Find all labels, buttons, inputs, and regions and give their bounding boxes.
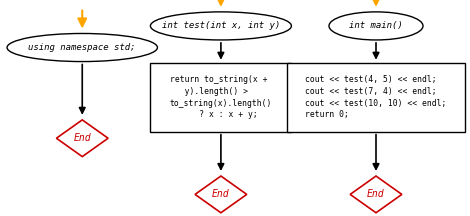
Text: cout << test(4, 5) << endl;
cout << test(7, 4) << endl;
cout << test(10, 10) << : cout << test(4, 5) << endl; cout << test… (306, 75, 446, 119)
Text: End: End (367, 189, 385, 199)
Ellipse shape (7, 33, 157, 62)
Text: int main(): int main() (349, 21, 403, 30)
Text: return to_string(x +
   y).length() >
to_string(x).length()
      ? x : x + y;: return to_string(x + y).length() > to_st… (170, 75, 272, 119)
Text: End: End (212, 189, 230, 199)
Polygon shape (195, 176, 247, 213)
Polygon shape (350, 176, 402, 213)
Ellipse shape (329, 12, 423, 40)
Polygon shape (56, 120, 108, 157)
FancyBboxPatch shape (150, 63, 291, 132)
Text: int test(int x, int y): int test(int x, int y) (162, 21, 280, 30)
Ellipse shape (150, 12, 291, 40)
Text: End: End (73, 133, 91, 143)
FancyBboxPatch shape (287, 63, 465, 132)
Text: using namespace std;: using namespace std; (29, 43, 136, 52)
